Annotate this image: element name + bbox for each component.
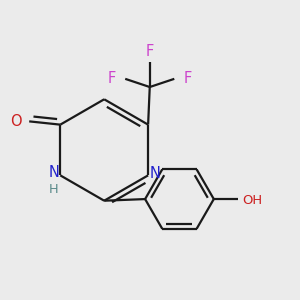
Text: O: O — [10, 114, 22, 129]
Text: H: H — [48, 183, 58, 196]
Text: N: N — [150, 166, 161, 181]
Text: F: F — [183, 71, 191, 86]
Text: F: F — [146, 44, 154, 59]
Text: F: F — [108, 71, 116, 86]
Text: OH: OH — [242, 194, 262, 207]
Text: N: N — [49, 165, 60, 180]
